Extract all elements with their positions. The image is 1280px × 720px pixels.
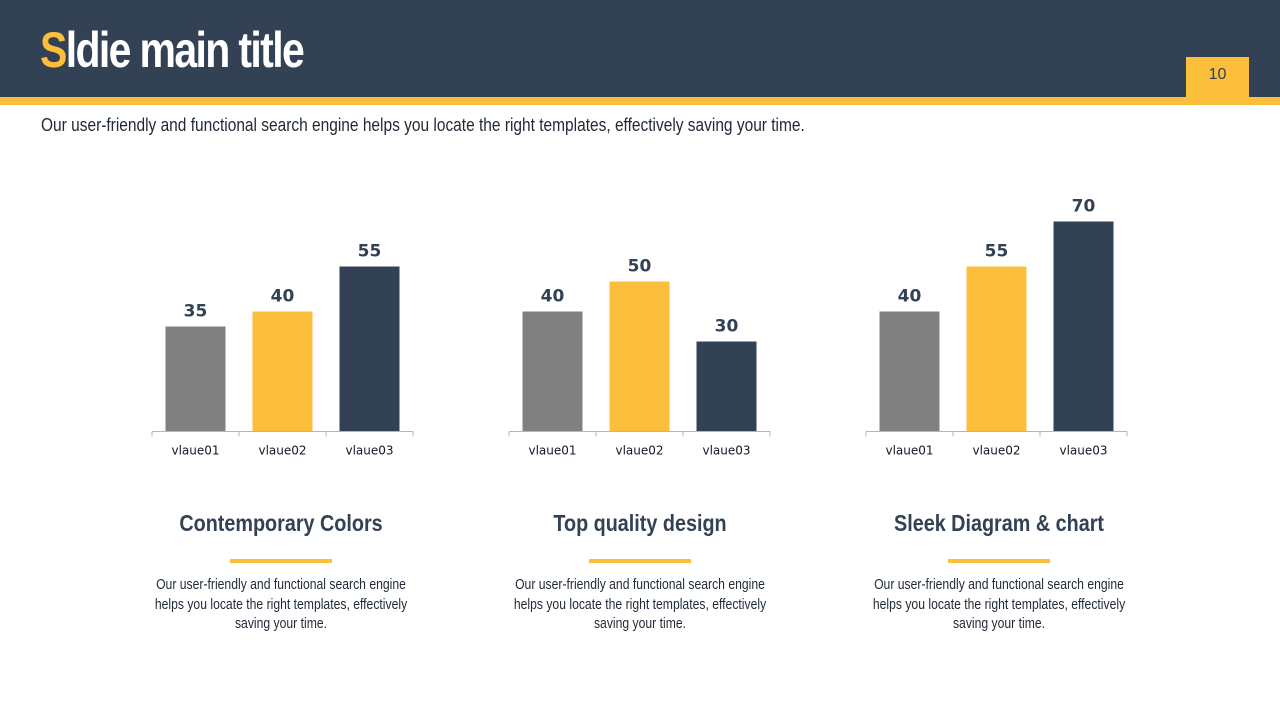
bar-value-label: 50 <box>628 257 652 277</box>
slide-title-first-letter: S <box>40 22 67 78</box>
feature-title: Contemporary Colors <box>179 510 383 536</box>
bar-value-label: 30 <box>715 317 739 337</box>
x-tick-label: vlaue03 <box>345 444 393 458</box>
bar-vlaue03 <box>339 266 400 432</box>
bar-value-label: 40 <box>541 287 565 307</box>
feature-description: Our user-friendly and functional search … <box>513 577 767 632</box>
feature-block-2: Top quality design Our user-friendly and… <box>490 508 790 635</box>
bar-value-label: 70 <box>1072 197 1096 217</box>
feature-divider <box>589 559 691 563</box>
x-tick-label: vlaue02 <box>972 444 1020 458</box>
bar-vlaue02 <box>609 281 670 432</box>
x-tick-label: vlaue01 <box>885 444 933 458</box>
feature-divider <box>230 559 332 563</box>
bar-vlaue01 <box>879 311 940 432</box>
header-bar <box>0 0 1280 97</box>
x-tick-label: vlaue02 <box>258 444 306 458</box>
bar-vlaue03 <box>1053 221 1114 432</box>
x-tick-label: vlaue02 <box>615 444 663 458</box>
slide-subtitle: Our user-friendly and functional search … <box>41 115 805 135</box>
page-number-badge: 10 <box>1186 57 1249 97</box>
bar-value-label: 35 <box>184 302 208 322</box>
feature-title: Top quality design <box>553 510 727 536</box>
bar-chart-2: 40 vlaue01 50 vlaue02 30 vlaue03 <box>508 257 771 458</box>
bar-value-label: 40 <box>271 287 295 307</box>
x-tick-label: vlaue01 <box>171 444 219 458</box>
bar-vlaue03 <box>696 341 757 432</box>
feature-description: Our user-friendly and functional search … <box>154 577 408 632</box>
bar-vlaue01 <box>522 311 583 432</box>
bar-vlaue02 <box>966 266 1027 432</box>
bar-chart-3: 40 vlaue01 55 vlaue02 70 vlaue03 <box>865 197 1128 458</box>
x-tick-label: vlaue03 <box>1059 444 1107 458</box>
x-tick-label: vlaue03 <box>702 444 750 458</box>
bar-chart-1: 35 vlaue01 40 vlaue02 55 vlaue03 <box>151 242 414 458</box>
x-tick-label: vlaue01 <box>528 444 576 458</box>
bar-value-label: 55 <box>985 242 1009 262</box>
feature-block-1: Contemporary Colors Our user-friendly an… <box>131 508 431 635</box>
slide-title: Sldie main title <box>40 18 305 82</box>
feature-title: Sleek Diagram & chart <box>893 510 1104 536</box>
feature-block-3: Sleek Diagram & chart Our user-friendly … <box>849 508 1149 635</box>
bar-value-label: 55 <box>358 242 382 262</box>
header-accent-stripe <box>0 97 1280 105</box>
feature-divider <box>948 559 1050 563</box>
feature-description: Our user-friendly and functional search … <box>872 577 1126 632</box>
bar-vlaue01 <box>165 326 226 432</box>
bar-vlaue02 <box>252 311 313 432</box>
bar-value-label: 40 <box>898 287 922 307</box>
slide-title-rest: ldie main title <box>65 22 305 78</box>
